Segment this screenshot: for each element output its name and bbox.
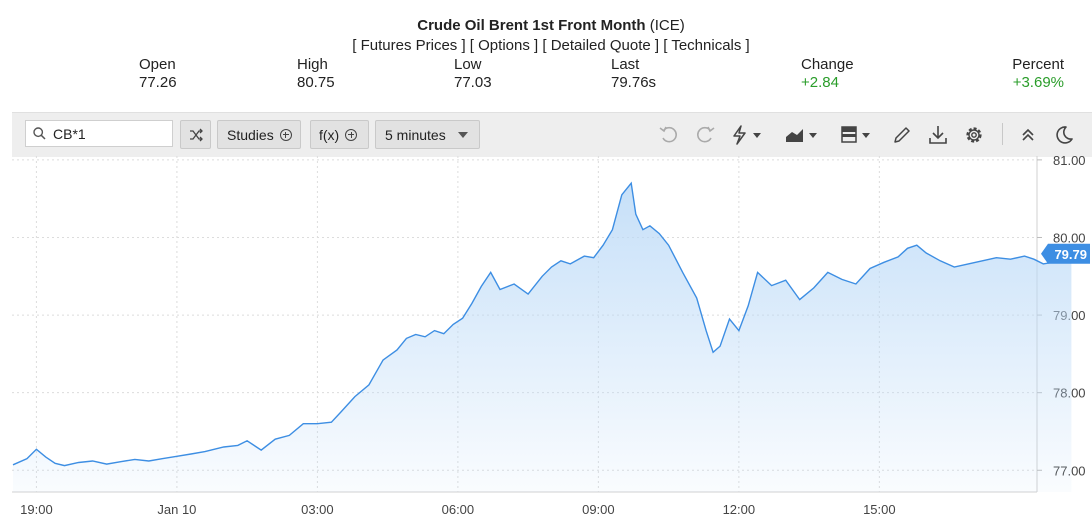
redo-icon[interactable] — [693, 124, 717, 146]
price-line — [12, 181, 1072, 467]
link-futures-prices[interactable]: Futures Prices — [360, 37, 458, 54]
collapse-icon[interactable] — [1016, 124, 1040, 146]
search-icon — [33, 127, 46, 140]
percent-value: +3.69% — [1012, 74, 1064, 91]
high-value: 80.75 — [297, 74, 335, 91]
quote-links: [ Futures Prices ] [ Options ] [ Detaile… — [352, 37, 750, 54]
chevron-down-icon — [457, 131, 468, 138]
toolbar-divider — [1002, 123, 1003, 145]
x-tick-label: 09:00 — [582, 502, 615, 517]
studies-button[interactable]: Studies — [217, 120, 301, 149]
shuffle-icon — [189, 128, 203, 141]
exchange-label: (ICE) — [649, 17, 685, 34]
dark-mode-icon[interactable] — [1052, 124, 1076, 146]
download-icon[interactable] — [926, 124, 950, 146]
open-label: Open — [139, 56, 176, 73]
last-label: Last — [611, 56, 640, 73]
symbol-search[interactable] — [25, 120, 173, 147]
stat-high: High 80.75 — [297, 56, 335, 92]
last-price-marker: 79.79 — [1041, 243, 1090, 264]
fx-label: f(x) — [319, 126, 340, 143]
instrument-name: Crude Oil Brent 1st Front Month — [417, 17, 646, 34]
high-label: High — [297, 56, 328, 73]
link-detailed-quote[interactable]: Detailed Quote — [550, 37, 651, 54]
x-tick-label: Jan 10 — [157, 502, 196, 517]
chart-toolbar: Studies f(x) 5 minutes — [12, 112, 1092, 157]
studies-label: Studies — [227, 126, 274, 143]
undo-icon[interactable] — [657, 124, 681, 146]
last-price-badge — [1041, 243, 1090, 264]
plus-circle-icon — [279, 128, 292, 141]
last-price-label: 79.79 — [1054, 247, 1087, 262]
interval-label: 5 minutes — [385, 126, 446, 143]
plus-circle-icon — [345, 128, 358, 141]
link-options[interactable]: Options — [478, 37, 530, 54]
x-tick-label: 03:00 — [301, 502, 334, 517]
low-label: Low — [454, 56, 482, 73]
stat-change: Change +2.84 — [801, 56, 854, 92]
interval-dropdown[interactable]: 5 minutes — [375, 120, 480, 149]
x-tick-label: 12:00 — [723, 502, 756, 517]
stat-open: Open 77.26 — [139, 56, 177, 92]
x-tick-label: 06:00 — [442, 502, 475, 517]
change-value: +2.84 — [801, 74, 839, 91]
page-title: Crude Oil Brent 1st Front Month (ICE) — [0, 17, 1092, 34]
area-chart-icon[interactable] — [784, 124, 822, 146]
low-value: 77.03 — [454, 74, 492, 91]
stat-percent: Percent +3.69% — [1012, 56, 1064, 92]
change-label: Change — [801, 56, 854, 73]
pencil-icon[interactable] — [890, 124, 914, 146]
gear-icon[interactable] — [962, 124, 986, 146]
symbol-input[interactable] — [51, 124, 165, 143]
compare-button[interactable] — [180, 120, 211, 149]
open-value: 77.26 — [139, 74, 177, 91]
stat-low: Low 77.03 — [454, 56, 492, 92]
stat-last: Last 79.76s — [611, 56, 656, 92]
lightning-icon[interactable] — [730, 124, 766, 146]
x-axis: 19:00 Jan 10 03:00 06:00 09:00 12:00 15:00 — [20, 502, 895, 517]
y-tick-label: 81.00 — [1053, 156, 1086, 168]
fx-button[interactable]: f(x) — [310, 120, 369, 149]
percent-label: Percent — [1012, 56, 1064, 73]
x-tick-label: 19:00 — [20, 502, 53, 517]
x-tick-label: 15:00 — [863, 502, 896, 517]
price-area — [13, 183, 1072, 492]
y-tick-label: 80.00 — [1053, 230, 1086, 245]
last-value: 79.76s — [611, 74, 657, 91]
layout-icon[interactable] — [839, 124, 877, 146]
link-technicals[interactable]: Technicals — [671, 37, 742, 54]
